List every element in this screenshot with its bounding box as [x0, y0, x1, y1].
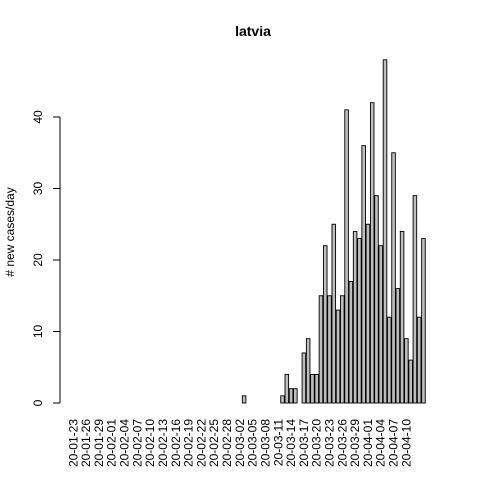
- bar: [331, 223, 337, 404]
- bar: [404, 338, 409, 404]
- bar: [399, 230, 405, 404]
- x-tick-label: 20-03-23: [323, 419, 337, 467]
- bar: [318, 295, 324, 404]
- bar: [335, 309, 341, 404]
- bar: [416, 316, 422, 404]
- bar: [378, 245, 383, 404]
- x-tick-label: 20-04-01: [361, 419, 375, 467]
- bar: [391, 152, 396, 404]
- bar: [344, 109, 349, 404]
- bar: [348, 281, 354, 404]
- y-tick-label: 30: [31, 182, 45, 196]
- y-axis-label: # new cases/day: [3, 187, 17, 276]
- y-tick-label: 0: [31, 399, 45, 406]
- x-tick-label: 20-03-02: [233, 419, 247, 467]
- x-tick-label: 20-02-19: [182, 419, 196, 467]
- y-axis: 0 10 20 30 40: [31, 110, 61, 406]
- bar: [412, 195, 418, 404]
- bar: [340, 295, 345, 404]
- x-axis: 20-01-2320-01-2620-01-2920-02-0120-02-04…: [66, 419, 413, 467]
- bar: [293, 388, 298, 404]
- bar: [408, 359, 413, 404]
- bars: [241, 59, 426, 404]
- x-tick-label: 20-01-26: [79, 419, 93, 467]
- bar: [310, 373, 315, 404]
- x-tick-label: 20-03-14: [284, 419, 298, 467]
- x-tick-label: 20-03-05: [246, 419, 260, 467]
- x-tick-label: 20-03-08: [258, 419, 272, 467]
- bar: [352, 230, 358, 404]
- bar: [382, 59, 388, 404]
- bar: [374, 195, 379, 404]
- x-tick-label: 20-04-04: [374, 419, 388, 467]
- y-tick-label: 40: [31, 110, 45, 124]
- bar: [369, 102, 375, 404]
- x-tick-label: 20-02-10: [143, 419, 157, 467]
- y-tick-label: 20: [31, 253, 45, 267]
- bar: [365, 223, 371, 404]
- x-tick-label: 20-03-17: [297, 419, 311, 467]
- x-tick-label: 20-02-04: [118, 419, 132, 467]
- x-tick-label: 20-03-11: [271, 419, 285, 466]
- y-tick-label: 10: [31, 325, 45, 339]
- bar: [280, 395, 285, 404]
- bar: [357, 238, 362, 404]
- x-tick-label: 20-02-13: [156, 419, 170, 467]
- bar: [387, 316, 392, 404]
- x-tick-label: 20-04-07: [387, 419, 401, 467]
- bar: [301, 352, 307, 404]
- bar: [322, 245, 328, 404]
- x-tick-label: 20-02-25: [207, 419, 221, 467]
- x-tick-label: 20-01-29: [92, 419, 106, 467]
- x-tick-label: 20-04-10: [399, 419, 413, 467]
- x-tick-label: 20-02-16: [169, 419, 183, 467]
- chart-title: latvia: [235, 23, 271, 39]
- x-tick-label: 20-02-28: [220, 419, 234, 467]
- bar: [421, 238, 426, 404]
- x-tick-label: 20-03-29: [348, 419, 362, 467]
- bar: [395, 288, 401, 404]
- x-tick-label: 20-03-26: [335, 419, 349, 467]
- bar: [305, 338, 311, 404]
- bar: [327, 295, 332, 404]
- bar: [241, 395, 247, 404]
- bar: [288, 388, 294, 404]
- bar: [284, 373, 290, 404]
- x-tick-label: 20-02-22: [194, 419, 208, 467]
- x-tick-label: 20-02-07: [130, 419, 144, 467]
- bar: [361, 145, 366, 404]
- x-tick-label: 20-02-01: [105, 419, 119, 467]
- x-tick-label: 20-03-20: [310, 419, 324, 467]
- x-tick-label: 20-01-23: [66, 419, 80, 467]
- bar: [314, 373, 319, 404]
